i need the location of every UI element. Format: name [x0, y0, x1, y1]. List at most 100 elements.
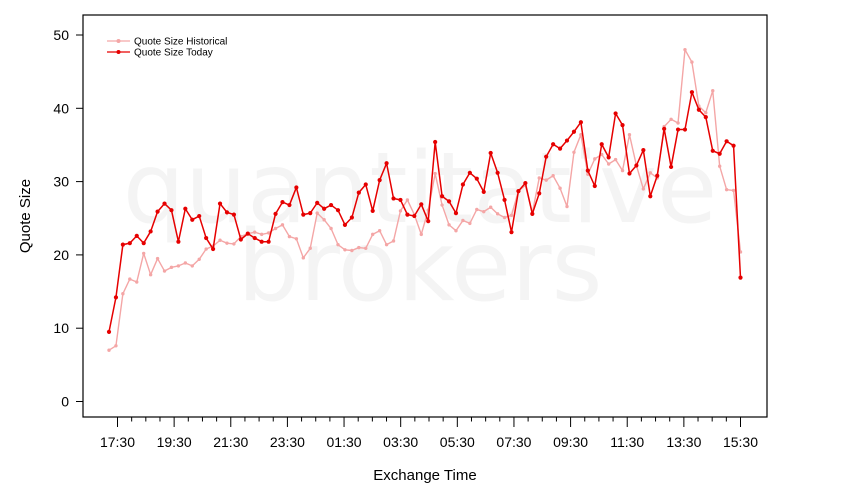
- data-point: [682, 127, 688, 132]
- data-point: [106, 329, 112, 334]
- data-point: [648, 194, 653, 199]
- legend-label-today: Quote Size Today: [134, 48, 213, 59]
- data-point: [509, 213, 514, 218]
- plot-frame: [82, 14, 768, 418]
- data-point: [204, 235, 209, 241]
- data-point: [155, 209, 160, 214]
- data-point: [557, 146, 563, 151]
- data-point: [142, 251, 146, 256]
- data-point: [197, 257, 201, 261]
- data-point: [259, 239, 264, 244]
- legend: Quote Size Historical Quote Size Today: [107, 37, 227, 59]
- data-point: [502, 215, 507, 220]
- data-point: [468, 221, 472, 226]
- data-point: [120, 242, 125, 247]
- data-point: [322, 206, 327, 211]
- data-point: [703, 115, 708, 120]
- data-point: [315, 211, 319, 215]
- data-point: [169, 265, 174, 270]
- data-point: [662, 126, 667, 131]
- data-point: [502, 197, 507, 203]
- data-point: [280, 200, 285, 205]
- x-tick-label: 07:30: [496, 434, 531, 450]
- data-point: [460, 182, 466, 187]
- x-tick-label: 11:30: [610, 434, 644, 450]
- data-point: [537, 191, 542, 196]
- data-point: [447, 223, 451, 227]
- data-point: [224, 210, 230, 215]
- data-point: [287, 234, 292, 239]
- data-point: [433, 171, 437, 176]
- data-point: [343, 248, 347, 252]
- data-point: [371, 232, 375, 237]
- data-point: [148, 229, 153, 234]
- data-point: [738, 275, 743, 280]
- y-tick-label: 30: [53, 174, 69, 190]
- data-point: [308, 246, 312, 250]
- y-tick-label: 50: [53, 27, 69, 43]
- data-point: [606, 155, 611, 160]
- data-point: [454, 229, 458, 233]
- data-point: [599, 142, 604, 147]
- data-point: [724, 187, 729, 192]
- data-point: [329, 226, 333, 231]
- data-point: [231, 212, 237, 217]
- x-axis-title: Exchange Time: [373, 467, 476, 484]
- data-point: [481, 189, 486, 194]
- data-point: [558, 186, 562, 190]
- legend-label-historical: Quote Size Historical: [134, 37, 227, 48]
- data-point: [620, 168, 625, 173]
- data-point: [419, 202, 424, 207]
- data-point: [537, 176, 541, 180]
- data-point: [350, 248, 354, 253]
- data-point: [128, 277, 132, 281]
- data-point: [245, 231, 250, 236]
- data-point: [592, 183, 597, 189]
- data-point: [704, 111, 708, 115]
- data-point: [544, 178, 548, 182]
- data-point: [183, 261, 188, 265]
- data-point: [669, 117, 673, 122]
- data-point: [377, 229, 382, 233]
- data-point: [565, 204, 569, 209]
- y-tick-label: 20: [53, 247, 69, 263]
- data-point: [308, 211, 313, 216]
- x-tick-label: 13:30: [666, 434, 701, 450]
- data-point: [683, 47, 687, 52]
- data-point: [114, 344, 118, 348]
- data-point: [571, 129, 577, 134]
- data-point: [516, 189, 521, 194]
- data-point: [349, 215, 354, 220]
- data-point: [578, 120, 583, 125]
- data-point: [328, 202, 334, 208]
- data-point: [155, 256, 160, 261]
- data-point: [121, 292, 125, 296]
- data-point: [398, 209, 403, 213]
- data-point: [266, 231, 271, 235]
- data-point: [711, 89, 715, 93]
- x-tick-label: 17:30: [100, 434, 135, 450]
- data-point: [398, 197, 403, 203]
- data-point: [169, 208, 174, 213]
- series-today: [106, 90, 743, 334]
- data-point: [669, 164, 674, 170]
- data-point: [342, 222, 348, 227]
- x-tick-label: 09:30: [553, 434, 588, 450]
- data-point: [225, 241, 229, 245]
- data-point: [689, 90, 695, 95]
- data-point: [190, 264, 194, 268]
- series-layer: [106, 47, 743, 352]
- data-point: [252, 235, 257, 241]
- data-point: [148, 272, 153, 277]
- x-tick-label: 03:30: [383, 434, 418, 450]
- data-point: [523, 180, 528, 186]
- data-point: [218, 238, 222, 242]
- data-point: [127, 241, 132, 246]
- data-point: [301, 256, 306, 260]
- data-point: [724, 139, 729, 144]
- data-point: [717, 151, 722, 156]
- data-point: [238, 237, 243, 242]
- data-point: [648, 171, 652, 175]
- y-tick-label: 0: [61, 394, 69, 410]
- data-point: [377, 178, 382, 183]
